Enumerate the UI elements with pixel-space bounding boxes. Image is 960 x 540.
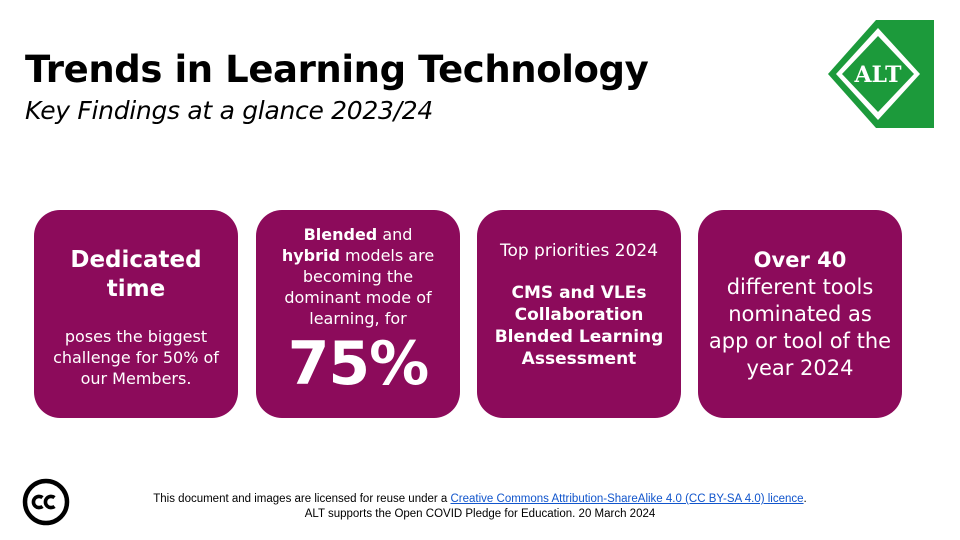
footer-line2: ALT supports the Open COVID Pledge for E… — [304, 508, 656, 520]
card1-body: poses the biggest challenge for 50% of o… — [53, 326, 219, 388]
card-tools-nominated: Over 40 different tools nominated as app… — [698, 210, 902, 418]
alt-logo-icon: ALT — [828, 20, 934, 128]
creative-commons-icon — [22, 478, 70, 526]
page-title: Trends in Learning Technology — [25, 48, 649, 91]
footer-line1-prefix: This document and images are licensed fo… — [153, 493, 451, 505]
priorities-list: CMS and VLEs Collaboration Blended Learn… — [495, 282, 664, 370]
priority-item: Assessment — [521, 349, 637, 369]
card1-heading: Dedicated time — [70, 246, 201, 304]
license-link[interactable]: Creative Commons Attribution-ShareAlike … — [450, 493, 804, 505]
card1-heading-line2: time — [106, 275, 166, 302]
footer-line1-suffix: . — [803, 493, 807, 505]
alt-logo: ALT — [828, 20, 934, 128]
footer-line1: This document and images are licensed fo… — [100, 492, 860, 507]
card3-heading: Top priorities 2024 — [499, 241, 659, 261]
priority-item: CMS and VLEs — [511, 283, 647, 303]
card2-text-and: and — [377, 225, 413, 244]
card4-text: Over 40 different tools nominated as app… — [698, 247, 902, 382]
card2-text-rest: models are becoming the dominant mode of… — [284, 246, 435, 328]
page-subtitle: Key Findings at a glance 2023/24 — [25, 96, 433, 125]
card2-text: Blended and hybrid models are becoming t… — [256, 224, 460, 329]
card2-bold-hybrid: hybrid — [281, 246, 340, 265]
card4-body: different tools nominated as app or tool… — [708, 274, 892, 380]
card2-big-number: 75% — [287, 329, 430, 399]
footer-license: This document and images are licensed fo… — [100, 492, 860, 522]
priority-item: Blended Learning — [494, 327, 664, 347]
card-blended-hybrid: Blended and hybrid models are becoming t… — [256, 210, 460, 418]
card4-bold-over-40: Over 40 — [753, 247, 847, 272]
card-top-priorities: Top priorities 2024 CMS and VLEs Collabo… — [477, 210, 681, 418]
alt-logo-text: ALT — [853, 62, 902, 88]
card2-bold-blended: Blended — [303, 225, 378, 244]
priority-item: Collaboration — [514, 305, 644, 325]
card-dedicated-time: Dedicated time poses the biggest challen… — [34, 210, 238, 418]
card1-heading-line1: Dedicated — [70, 246, 202, 273]
